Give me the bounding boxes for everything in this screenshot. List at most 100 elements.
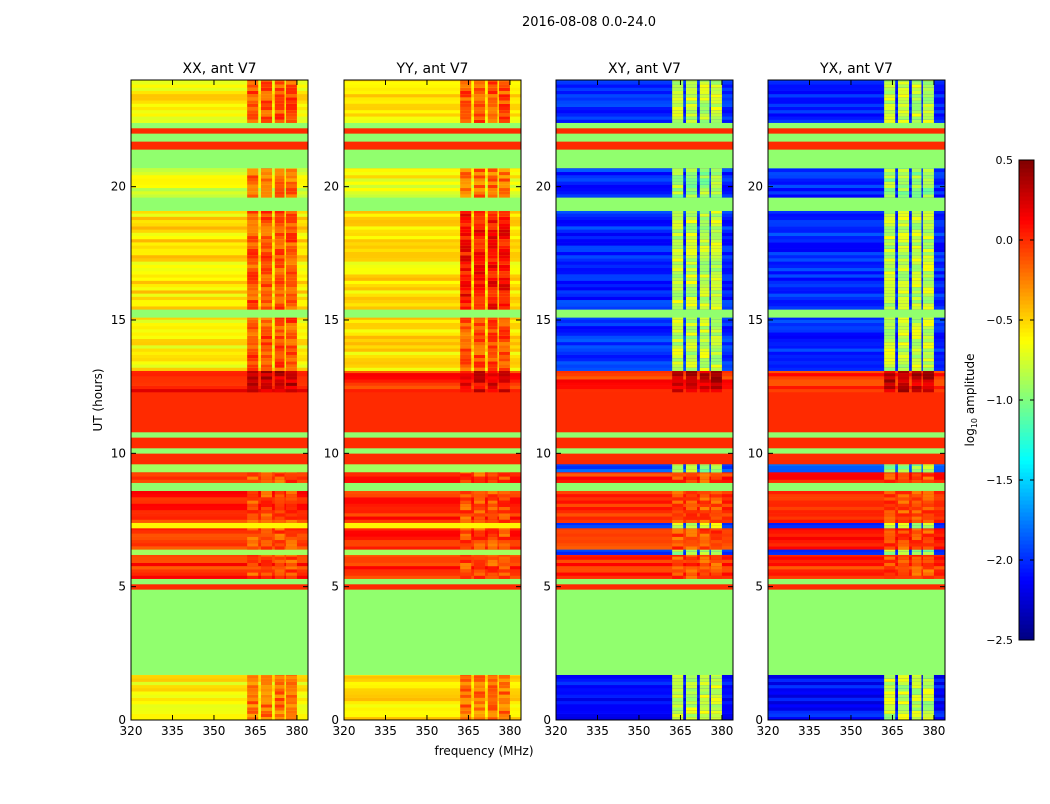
heatmap-cell	[274, 106, 285, 111]
heatmap-cell	[473, 348, 486, 352]
heatmap-cell	[685, 335, 698, 339]
heatmap-cell	[911, 168, 922, 169]
heatmap-cell	[260, 280, 273, 285]
heatmap-cell	[710, 476, 722, 480]
heatmap-cell	[768, 254, 945, 259]
heatmap-cell	[498, 100, 510, 104]
heatmap-cell	[460, 497, 472, 501]
heatmap-cell	[884, 171, 896, 176]
heatmap-cell	[260, 213, 273, 217]
heatmap-cell	[344, 141, 521, 150]
heatmap-cell	[344, 364, 521, 368]
heatmap-cell	[487, 306, 498, 310]
heatmap-cell	[884, 684, 896, 689]
heatmap-band	[344, 589, 521, 675]
heatmap-cell	[699, 539, 710, 544]
heatmap-cell	[260, 497, 273, 501]
heatmap-cell	[131, 453, 308, 465]
heatmap-cell	[672, 506, 684, 511]
heatmap-cell	[768, 536, 945, 541]
heatmap-cell	[768, 248, 945, 253]
heatmap-cell	[768, 264, 945, 269]
heatmap-cell	[131, 448, 308, 454]
heatmap-cell	[710, 296, 722, 301]
heatmap-cell	[498, 229, 510, 233]
heatmap-cell	[710, 119, 722, 123]
heatmap-cell	[685, 713, 698, 718]
heatmap-cell	[285, 546, 297, 550]
heatmap-cell	[710, 280, 722, 285]
heatmap-cell	[131, 213, 308, 217]
heatmap-cell	[131, 713, 308, 718]
heatmap-cell	[922, 542, 934, 547]
colorbar-cell	[1019, 624, 1034, 629]
heatmap-cell	[710, 93, 722, 98]
heatmap-cell	[473, 516, 486, 520]
heatmap-band	[344, 674, 521, 721]
heatmap-cell	[460, 562, 472, 567]
heatmap-cell	[922, 235, 934, 240]
heatmap-cell	[699, 370, 710, 374]
heatmap-cell	[460, 503, 472, 507]
heatmap-cell	[344, 187, 521, 192]
heatmap-cell	[922, 530, 934, 534]
heatmap-cell	[247, 528, 259, 531]
heatmap-cell	[460, 184, 472, 189]
heatmap-cell	[768, 251, 945, 256]
heatmap-cell	[131, 388, 308, 393]
heatmap-cell	[460, 322, 472, 327]
heatmap-cell	[672, 187, 684, 192]
heatmap-cell	[460, 84, 472, 88]
heatmap-cell	[247, 367, 259, 371]
heatmap-band	[131, 528, 308, 550]
heatmap-cell	[260, 379, 273, 383]
heatmap-cell	[884, 97, 896, 101]
heatmap-cell	[344, 453, 521, 465]
heatmap-cell	[131, 688, 308, 692]
heatmap-cell	[897, 293, 910, 297]
heatmap-cell	[768, 229, 945, 233]
heatmap-cell	[473, 264, 486, 269]
heatmap-cell	[498, 270, 510, 275]
heatmap-cell	[260, 364, 273, 368]
heatmap-cell	[460, 245, 472, 249]
heatmap-cell	[922, 322, 934, 327]
heatmap-cell	[911, 472, 922, 474]
heatmap-cell	[487, 274, 498, 278]
heatmap-cell	[897, 213, 910, 217]
heatmap-cell	[884, 694, 896, 698]
heatmap-cell	[498, 556, 510, 560]
heatmap-cell	[556, 697, 733, 702]
heatmap-cell	[685, 168, 698, 169]
heatmap-cell	[498, 674, 510, 676]
heatmap-cell	[473, 251, 486, 256]
heatmap-cell	[487, 116, 498, 120]
heatmap-band	[131, 589, 308, 675]
heatmap-cell	[498, 222, 510, 227]
heatmap-band	[556, 392, 733, 433]
colorbar-cell	[1019, 396, 1034, 401]
heatmap-cell	[285, 476, 297, 480]
heatmap-cell	[344, 168, 521, 173]
heatmap-cell	[285, 174, 297, 179]
heatmap-cell	[131, 528, 308, 531]
heatmap-cell	[260, 267, 273, 272]
heatmap-cell	[556, 306, 733, 310]
heatmap-cell	[672, 258, 684, 262]
heatmap-cell	[897, 476, 910, 480]
heatmap-cell	[672, 694, 684, 698]
heatmap-cell	[498, 388, 510, 393]
heatmap-band	[768, 122, 945, 129]
y-tick-label: 0	[331, 713, 339, 727]
heatmap-cell	[247, 245, 259, 249]
heatmap-cell	[897, 691, 910, 695]
heatmap-cell	[260, 372, 273, 377]
heatmap-cell	[699, 697, 710, 702]
colorbar-cell	[1019, 580, 1034, 585]
heatmap-cell	[247, 283, 259, 288]
heatmap-cell	[556, 684, 733, 689]
heatmap-cell	[911, 681, 922, 686]
heatmap-cell	[487, 171, 498, 176]
heatmap-cell	[247, 286, 259, 291]
heatmap-cell	[260, 681, 273, 686]
